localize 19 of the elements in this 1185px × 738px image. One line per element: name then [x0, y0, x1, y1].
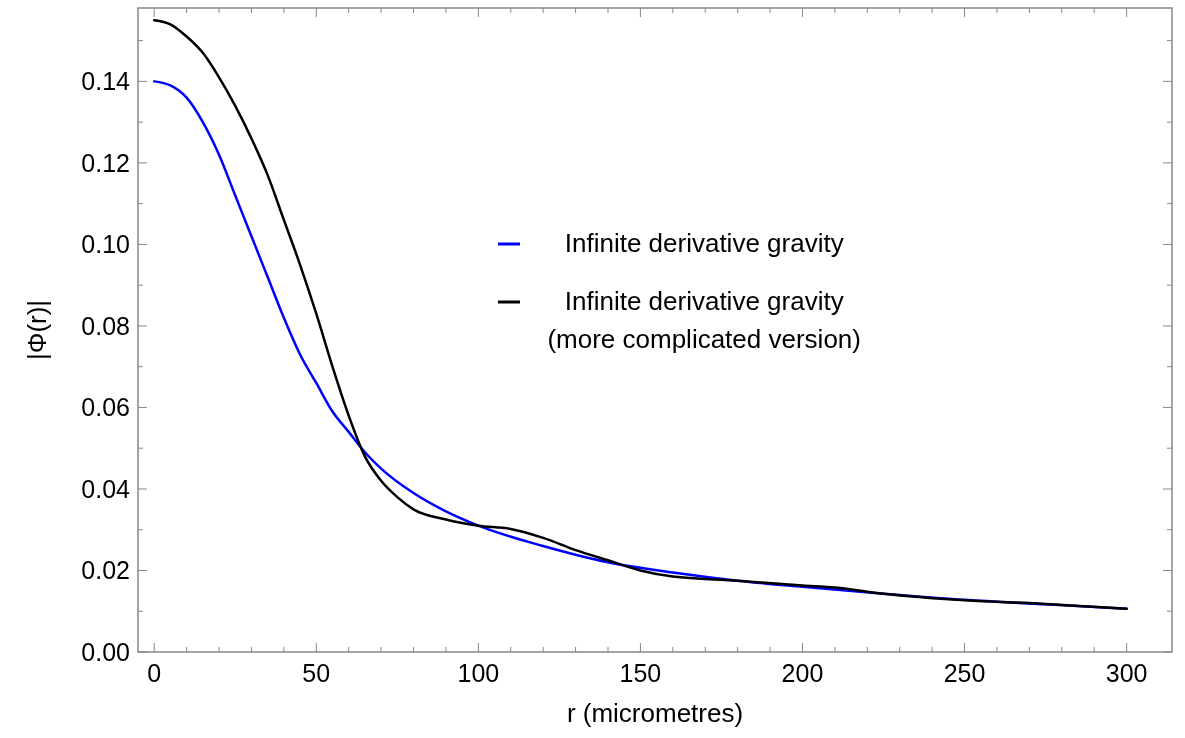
x-tick-label: 250	[943, 659, 986, 687]
y-tick-label: 0.10	[81, 230, 130, 259]
legend-label: Infinite derivative gravity	[564, 228, 844, 258]
y-tick-label: 0.14	[81, 67, 131, 96]
x-tick-label: 50	[302, 659, 331, 687]
x-tick-label: 100	[457, 659, 500, 687]
x-tick-label: 150	[619, 659, 662, 687]
legend-label: Infinite derivative gravity (more complicated version)	[547, 286, 861, 354]
x-tick-label: 300	[1105, 659, 1148, 687]
y-tick-label: 0.12	[81, 148, 130, 177]
x-tick-label: 0	[147, 659, 162, 687]
y-tick-label: 0.04	[81, 474, 131, 503]
x-axis-title: r (micrometres)	[566, 698, 744, 728]
y-tick-label: 0.08	[81, 311, 130, 340]
y-tick-label: 0.02	[81, 556, 130, 585]
y-tick-label: 0.06	[81, 393, 130, 422]
y-axis-title: |Φ(r)|	[22, 299, 52, 361]
y-tick-label: 0.00	[81, 637, 130, 666]
x-tick-label: 200	[781, 659, 824, 687]
